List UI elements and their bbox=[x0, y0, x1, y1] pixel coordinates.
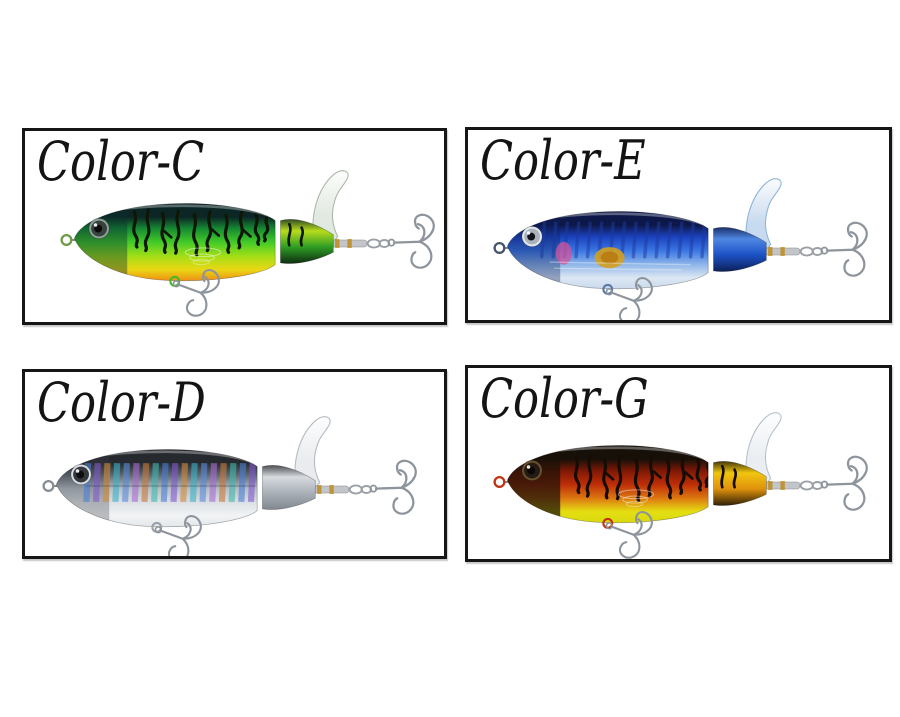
lure-eye bbox=[521, 459, 543, 482]
panel-color-g: Color-G bbox=[465, 365, 892, 562]
plopper-lure-blue-sardine bbox=[493, 178, 868, 320]
nose-eyelet bbox=[60, 233, 77, 246]
lure-eye bbox=[521, 225, 543, 248]
rear-treble-hook bbox=[820, 455, 868, 511]
tail-pin bbox=[758, 247, 801, 256]
plopper-lure-silver-shad bbox=[42, 416, 417, 556]
swivel bbox=[799, 480, 824, 491]
color-label-e: Color-E bbox=[480, 129, 646, 192]
nose-eyelet bbox=[493, 241, 510, 254]
tail-section bbox=[262, 465, 316, 510]
lure-body-pattern bbox=[507, 446, 709, 519]
lure-image-color-d bbox=[37, 412, 421, 556]
nose-eyelet bbox=[493, 475, 510, 488]
lure-image-color-g bbox=[488, 408, 872, 559]
lure-eye bbox=[88, 217, 110, 240]
panel-color-d: Color-D bbox=[22, 369, 447, 559]
swivel bbox=[799, 246, 824, 257]
tail-section bbox=[713, 227, 767, 272]
lure-eye bbox=[70, 463, 92, 486]
lure-image-color-c bbox=[55, 166, 439, 321]
rotating-tail-blade bbox=[745, 178, 782, 253]
rotating-tail-blade bbox=[745, 412, 782, 487]
lure-body-pattern bbox=[74, 204, 271, 277]
plopper-lure-firetiger bbox=[60, 170, 435, 321]
lure-image-color-e bbox=[488, 174, 872, 320]
color-label-d: Color-D bbox=[37, 371, 206, 434]
rear-treble-hook bbox=[820, 221, 868, 277]
color-label-c: Color-C bbox=[37, 130, 205, 193]
rear-treble-hook bbox=[369, 459, 417, 515]
rear-treble-hook bbox=[387, 213, 435, 269]
tail-section bbox=[280, 219, 334, 264]
panel-color-e: Color-E bbox=[465, 127, 892, 323]
swivel bbox=[348, 484, 373, 495]
lure-body-pattern bbox=[507, 212, 707, 285]
panel-color-c: Color-C bbox=[22, 128, 447, 325]
rotating-tail-blade bbox=[312, 170, 349, 245]
swivel bbox=[366, 238, 391, 249]
nose-eyelet bbox=[42, 479, 59, 492]
color-label-g: Color-G bbox=[480, 367, 649, 430]
plopper-lure-red-tiger bbox=[493, 412, 868, 559]
tail-section bbox=[713, 461, 767, 506]
rotating-tail-blade bbox=[294, 416, 331, 491]
